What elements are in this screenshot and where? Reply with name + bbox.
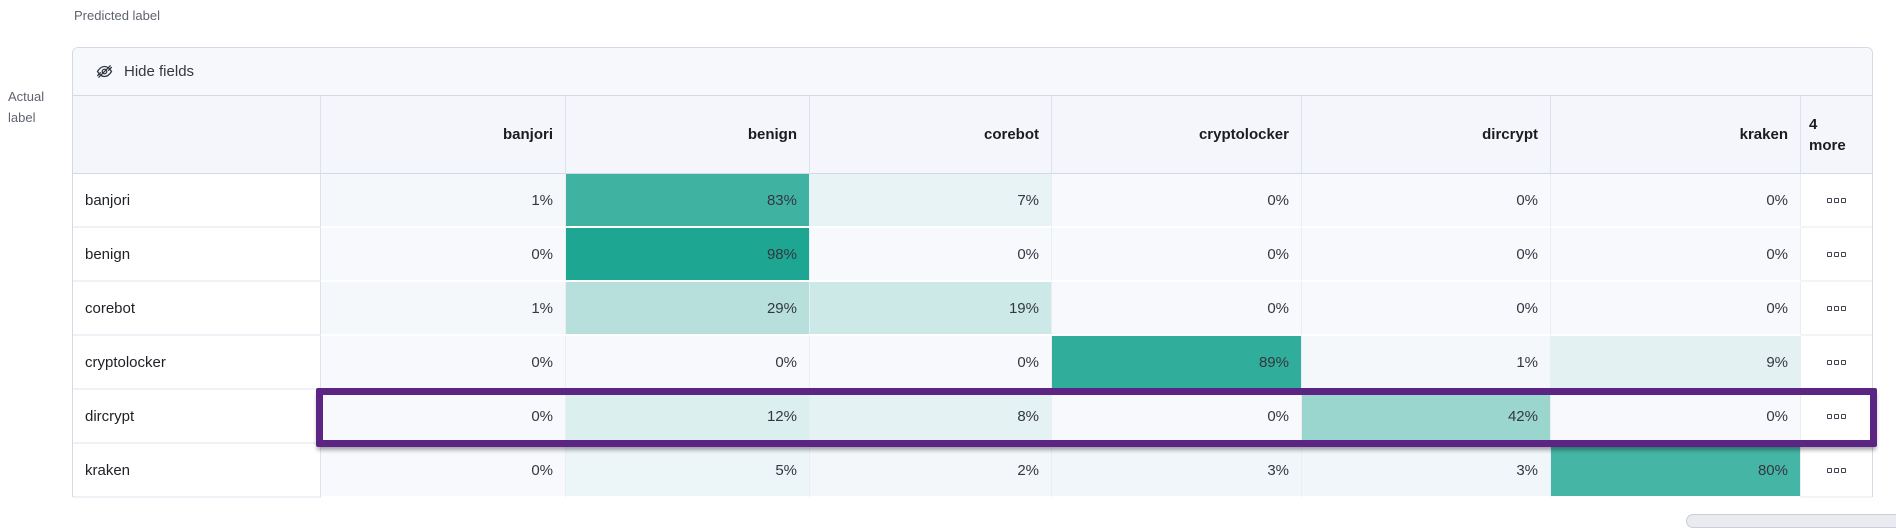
cell-banjori-banjori[interactable]: 1% [321,174,566,228]
cell-cryptolocker-corebot[interactable]: 0% [810,336,1052,390]
cell-kraken-corebot[interactable]: 2% [810,444,1052,498]
cell-cryptolocker-dircrypt[interactable]: 1% [1302,336,1551,390]
cell-banjori-corebot[interactable]: 7% [810,174,1052,228]
cell-corebot-banjori[interactable]: 1% [321,282,566,336]
predicted-axis-label: Predicted label [74,8,160,23]
row-actions-button-banjori[interactable] [1801,174,1872,228]
boxes-horizontal-icon [1834,251,1839,257]
hide-fields-label: Hide fields [124,63,195,80]
cell-dircrypt-kraken[interactable]: 0% [1551,390,1801,444]
boxes-horizontal-icon [1827,197,1832,203]
cell-banjori-benign[interactable]: 83% [566,174,810,228]
boxes-horizontal-icon [1841,197,1846,203]
more-columns-header-line: more [1809,136,1846,154]
column-header-banjori[interactable]: banjori [321,96,566,174]
boxes-horizontal-icon [1834,305,1839,311]
column-header-dircrypt[interactable]: dircrypt [1302,96,1551,174]
horizontal-scrollbar-thumb[interactable] [1686,514,1896,528]
row-label-banjori[interactable]: banjori [73,174,321,228]
boxes-horizontal-icon [1834,359,1839,365]
cell-corebot-kraken[interactable]: 0% [1551,282,1801,336]
cell-corebot-corebot[interactable]: 19% [810,282,1052,336]
cell-kraken-banjori[interactable]: 0% [321,444,566,498]
cell-dircrypt-corebot[interactable]: 8% [810,390,1052,444]
row-label-dircrypt[interactable]: dircrypt [73,390,321,444]
cell-dircrypt-benign[interactable]: 12% [566,390,810,444]
cell-cryptolocker-kraken[interactable]: 9% [1551,336,1801,390]
boxes-horizontal-icon [1834,467,1839,473]
cell-banjori-dircrypt[interactable]: 0% [1302,174,1551,228]
row-actions-button-benign[interactable] [1801,228,1872,282]
cell-kraken-dircrypt[interactable]: 3% [1302,444,1551,498]
confusion-matrix-panel: Hide fields banjori benign corebot cryptolo… [72,47,1877,498]
cell-kraken-cryptolocker[interactable]: 3% [1052,444,1302,498]
cell-corebot-dircrypt[interactable]: 0% [1302,282,1551,336]
row-actions-button-corebot[interactable] [1801,282,1872,336]
column-header-cryptolocker[interactable]: cryptolocker [1052,96,1302,174]
confusion-grid: banjori benign corebot cryptolocker dircrypt… [73,96,1872,498]
boxes-horizontal-icon [1827,413,1832,419]
boxes-horizontal-icon [1841,305,1846,311]
row-label-corebot[interactable]: corebot [73,282,321,336]
cell-benign-kraken[interactable]: 0% [1551,228,1801,282]
cell-cryptolocker-cryptolocker[interactable]: 89% [1052,336,1302,390]
cell-dircrypt-banjori[interactable]: 0% [321,390,566,444]
cell-benign-benign[interactable]: 98% [566,228,810,282]
cell-kraken-benign[interactable]: 5% [566,444,810,498]
column-header-benign[interactable]: benign [566,96,810,174]
boxes-horizontal-icon [1834,413,1839,419]
boxes-horizontal-icon [1827,305,1832,311]
row-label-cryptolocker[interactable]: cryptolocker [73,336,321,390]
cell-benign-banjori[interactable]: 0% [321,228,566,282]
boxes-horizontal-icon [1834,197,1839,203]
cell-dircrypt-cryptolocker[interactable]: 0% [1052,390,1302,444]
cell-benign-cryptolocker[interactable]: 0% [1052,228,1302,282]
more-columns-header[interactable]: 4 more [1801,96,1872,174]
boxes-horizontal-icon [1841,359,1846,365]
cell-benign-dircrypt[interactable]: 0% [1302,228,1551,282]
cell-corebot-cryptolocker[interactable]: 0% [1052,282,1302,336]
actual-axis-label: Actual label [8,89,45,125]
row-label-kraken[interactable]: kraken [73,444,321,498]
header-corner-cell [73,96,321,174]
boxes-horizontal-icon [1827,359,1832,365]
cell-cryptolocker-banjori[interactable]: 0% [321,336,566,390]
cell-kraken-kraken[interactable]: 80% [1551,444,1801,498]
row-label-benign[interactable]: benign [73,228,321,282]
cell-cryptolocker-benign[interactable]: 0% [566,336,810,390]
eye-closed-icon [96,65,113,78]
boxes-horizontal-icon [1841,413,1846,419]
hide-fields-button[interactable]: Hide fields [73,48,1872,96]
row-actions-button-cryptolocker[interactable] [1801,336,1872,390]
boxes-horizontal-icon [1841,251,1846,257]
more-columns-header-line: 4 [1809,115,1818,133]
cell-dircrypt-dircrypt[interactable]: 42% [1302,390,1551,444]
row-actions-button-kraken[interactable] [1801,444,1872,498]
column-header-kraken[interactable]: kraken [1551,96,1801,174]
cell-banjori-cryptolocker[interactable]: 0% [1052,174,1302,228]
cell-corebot-benign[interactable]: 29% [566,282,810,336]
column-header-corebot[interactable]: corebot [810,96,1052,174]
cell-benign-corebot[interactable]: 0% [810,228,1052,282]
row-actions-button-dircrypt[interactable] [1801,390,1872,444]
boxes-horizontal-icon [1827,467,1832,473]
cell-banjori-kraken[interactable]: 0% [1551,174,1801,228]
boxes-horizontal-icon [1827,251,1832,257]
boxes-horizontal-icon [1841,467,1846,473]
